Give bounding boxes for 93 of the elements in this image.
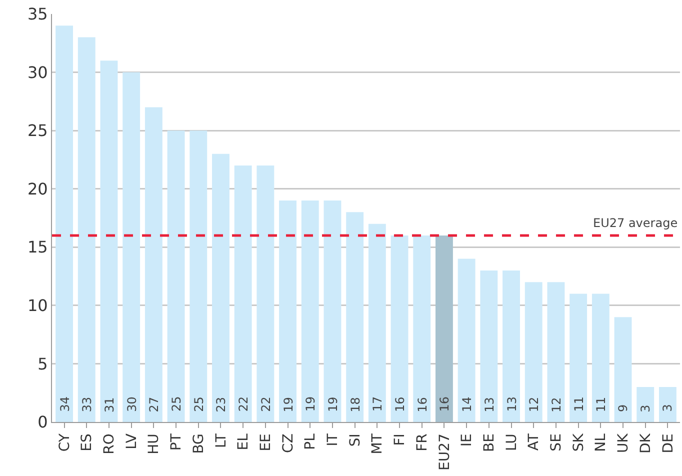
- x-tick-label: FI: [392, 434, 408, 446]
- bar: [592, 294, 610, 422]
- bar: [301, 200, 319, 422]
- x-tick-label: SI: [347, 434, 364, 447]
- data-label: 12: [549, 397, 564, 412]
- data-label: 9: [616, 404, 630, 412]
- y-tick-label: 35: [27, 4, 48, 24]
- x-tick-label: SE: [548, 434, 565, 452]
- bar: [56, 26, 74, 422]
- bar: [436, 235, 453, 422]
- data-label: 22: [258, 396, 273, 412]
- bar: [167, 130, 185, 422]
- bar: [368, 224, 386, 422]
- x-tick-label: BE: [481, 434, 498, 452]
- bar: [190, 130, 208, 422]
- data-label: 22: [236, 396, 251, 412]
- bar: [279, 200, 296, 422]
- x-tick-label: MT: [370, 433, 386, 454]
- y-tick-label: 30: [27, 62, 48, 82]
- x-tick-label: HU: [146, 434, 162, 454]
- data-label: 3: [638, 404, 652, 412]
- bar: [78, 37, 96, 422]
- data-label: 16: [393, 396, 408, 412]
- x-tick-label: RO: [102, 434, 118, 454]
- x-tick-label: BG: [190, 434, 207, 454]
- x-tick-label: DE: [660, 434, 676, 454]
- data-label: 16: [438, 396, 452, 412]
- y-tick-label: 25: [27, 121, 48, 140]
- y-tick-label: 5: [38, 354, 48, 374]
- x-tick-label: DK: [638, 432, 654, 454]
- bar: [636, 387, 654, 422]
- x-tick-label: LT: [213, 433, 230, 448]
- data-label: 18: [348, 397, 362, 412]
- x-tick-label: CY: [56, 433, 73, 452]
- bar: [502, 270, 520, 422]
- bar: [100, 60, 118, 422]
- x-tick-label: AT: [526, 433, 542, 451]
- x-tick-label: IT: [325, 433, 342, 446]
- data-label: 19: [281, 397, 296, 412]
- x-tick-label: FR: [414, 433, 430, 452]
- data-label: 12: [527, 396, 542, 412]
- bar: [346, 212, 364, 422]
- bar: [212, 154, 230, 422]
- data-label: 17: [370, 396, 385, 412]
- bar: [458, 258, 476, 422]
- data-label: 23: [214, 396, 228, 412]
- bar: [256, 166, 274, 422]
- bar: [614, 317, 632, 422]
- x-tick-label: NL: [593, 433, 610, 452]
- bar: [480, 270, 498, 422]
- ref-line-label: EU27 average: [593, 216, 678, 230]
- x-tick-label: EE: [258, 434, 274, 452]
- y-tick-label: 0: [38, 412, 48, 432]
- bar: [122, 72, 140, 422]
- data-label: 16: [415, 397, 430, 412]
- x-tick-label: LV: [124, 433, 140, 450]
- bar: [324, 200, 342, 422]
- bar: [524, 282, 542, 422]
- data-label: 30: [124, 396, 139, 412]
- bar: [413, 235, 431, 422]
- data-label: 27: [147, 396, 162, 412]
- data-label: 25: [170, 396, 184, 412]
- bar: [570, 294, 588, 422]
- x-tick-label: EU27: [436, 434, 453, 471]
- data-label: 31: [102, 397, 116, 412]
- bar: [144, 107, 162, 422]
- x-tick-label: PL: [302, 433, 319, 450]
- data-label: 25: [192, 396, 206, 412]
- x-tick-label: UK: [616, 432, 632, 454]
- data-label: 34: [58, 396, 72, 412]
- x-tick-label: ES: [79, 433, 96, 452]
- bar: [390, 235, 408, 422]
- bar: [547, 282, 565, 422]
- y-tick-label: 10: [27, 296, 48, 316]
- data-label: 19: [304, 396, 318, 412]
- bar: [658, 387, 676, 422]
- data-label: 19: [326, 396, 340, 412]
- x-tick-label: IE: [459, 434, 476, 447]
- x-tick-label: CZ: [280, 434, 296, 453]
- data-label: 3: [660, 404, 675, 412]
- x-tick-label: EL: [236, 433, 252, 450]
- data-label: 11: [572, 396, 586, 412]
- data-label: 11: [594, 396, 608, 412]
- x-tick-label: PT: [168, 433, 185, 451]
- x-tick-label: LU: [504, 434, 520, 451]
- data-label: 14: [460, 396, 474, 412]
- data-label: 33: [80, 396, 94, 412]
- y-tick-label: 15: [27, 238, 48, 257]
- data-label: 13: [482, 397, 496, 412]
- data-label: 13: [504, 396, 519, 412]
- bar: [234, 166, 252, 422]
- y-tick-label: 20: [27, 179, 48, 198]
- x-tick-label: SK: [570, 432, 587, 452]
